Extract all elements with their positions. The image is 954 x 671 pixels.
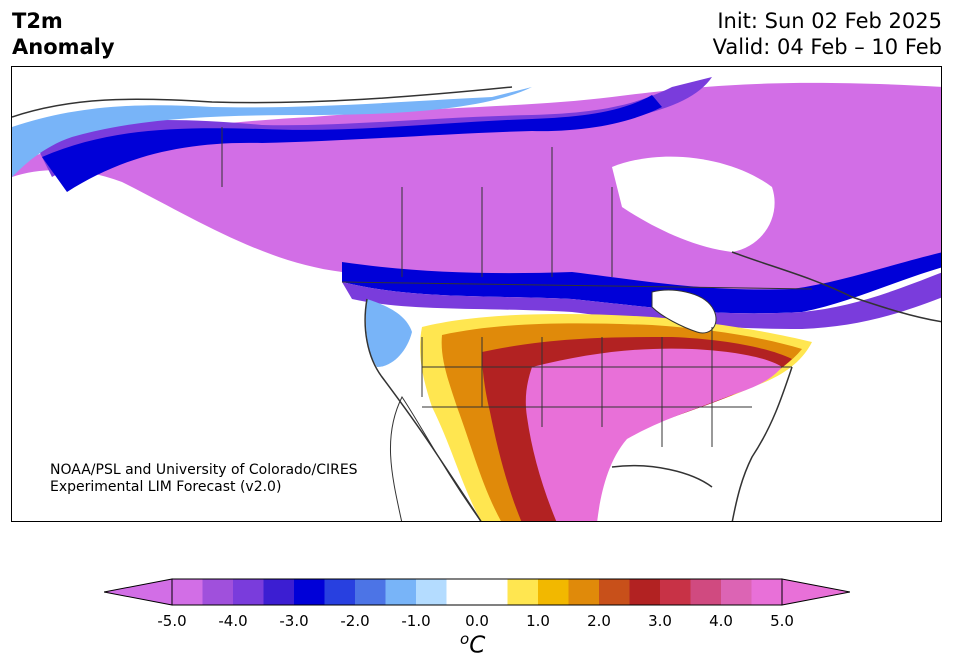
colorbar-swatch (202, 579, 234, 605)
title-variable: T2m (12, 9, 63, 33)
arctic-band-3 (12, 87, 532, 177)
coastline (12, 86, 941, 521)
units-superscript: o (460, 630, 470, 648)
border-violet-band (342, 272, 941, 329)
colorbar-tick-label: 3.0 (648, 612, 672, 630)
colorbar-swatch (355, 579, 386, 605)
border-blue-band (342, 252, 941, 314)
colorbar-swatch (568, 579, 600, 605)
colorbar-tick-label: 5.0 (770, 612, 794, 630)
colorbar-swatch (385, 579, 417, 605)
colorbar-tick-label: 2.0 (587, 612, 611, 630)
init-date: Init: Sun 02 Feb 2025 (717, 9, 942, 33)
colorbar-swatch (233, 579, 264, 605)
credit-line1: NOAA/PSL and University of Colorado/CIRE… (50, 462, 358, 478)
title-type: Anomaly (12, 35, 115, 59)
colorbar-swatch (751, 579, 783, 605)
colorbar-swatch (507, 579, 539, 605)
arctic-band-2 (42, 95, 662, 192)
colorbar-swatch (599, 579, 630, 605)
colorbar-swatch (721, 579, 752, 605)
colorbar-tick-label: 1.0 (526, 612, 550, 630)
units-letter: C (469, 632, 486, 659)
forecast-dates: Init: Sun 02 Feb 2025 Valid: 04 Feb – 10… (713, 8, 942, 60)
colorbar-swatch (690, 579, 722, 605)
colorbar-tick-label: -5.0 (157, 612, 187, 630)
colorbar-tick-label: -3.0 (279, 612, 309, 630)
credit-line2: Experimental LIM Forecast (v2.0) (50, 479, 282, 495)
colorbar-tick-label: 0.0 (465, 612, 489, 630)
colorbar-over-arrow (781, 578, 850, 606)
colorbar-swatch (477, 579, 508, 605)
us-warm-magenta-core (525, 348, 782, 521)
valid-period: Valid: 04 Feb – 10 Feb (712, 35, 942, 59)
colorbar (104, 578, 850, 606)
colorbar-swatch (324, 579, 356, 605)
great-lakes (651, 289, 717, 334)
anomaly-map: NOAA/PSL and University of Colorado/CIRE… (11, 66, 942, 522)
arctic-band-1 (32, 77, 712, 177)
hudson-bay (612, 156, 775, 252)
colorbar-tick-label: -1.0 (401, 612, 431, 630)
colorbar-frame (171, 578, 783, 606)
colorbar-under-arrow (104, 578, 173, 606)
credit-text: NOAA/PSL and University of Colorado/CIRE… (50, 462, 358, 496)
west-coast-blue (365, 299, 412, 367)
colorbar-swatch (538, 579, 569, 605)
colorbar-swatch (172, 579, 203, 605)
colorbar-swatch (660, 579, 691, 605)
colorbar-swatch (294, 579, 325, 605)
colorbar-swatch (416, 579, 447, 605)
state-borders (221, 127, 813, 447)
colorbar-swatch (629, 579, 661, 605)
map-title: T2m Anomaly (12, 8, 115, 60)
colorbar-tick-label: 4.0 (709, 612, 733, 630)
atlantic-ocean (733, 327, 941, 521)
colorbar-tick-label: -2.0 (340, 612, 370, 630)
mexico-region (389, 396, 482, 521)
colorbar-swatch (446, 579, 478, 605)
map-canvas (12, 77, 941, 521)
colorbar-tick-labels: -5.0 -4.0 -3.0 -2.0 -1.0 0.0 1.0 2.0 3.0 4.0 5.0 (0, 612, 954, 632)
colorbar-swatch (263, 579, 295, 605)
colorbar-tick-label: -4.0 (218, 612, 248, 630)
gulf-of-mexico (602, 465, 712, 521)
colorbar-units: oC (460, 630, 485, 659)
